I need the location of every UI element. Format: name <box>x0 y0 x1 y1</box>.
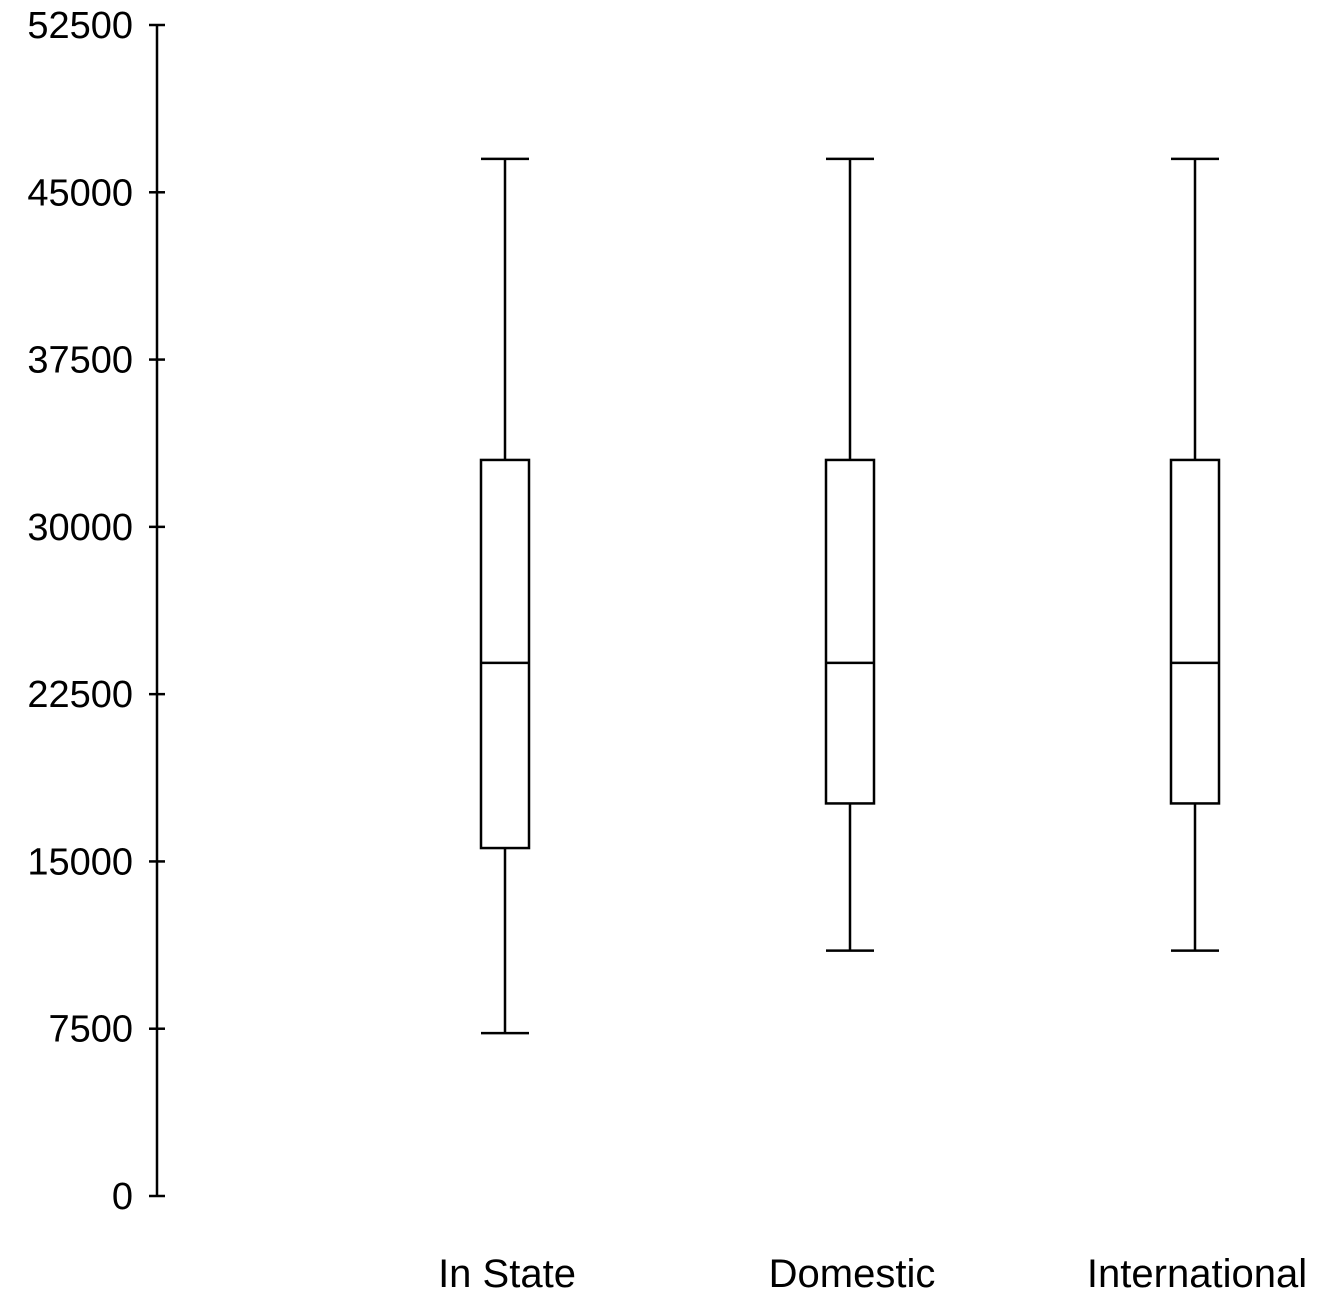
y-axis: 0 7500 15000 22500 30000 37500 45000 52500 <box>27 5 165 1218</box>
y-tick-label: 45000 <box>27 172 133 214</box>
box-domestic <box>824 157 876 952</box>
y-tick-label: 30000 <box>27 507 133 549</box>
y-tick-label: 0 <box>112 1176 133 1218</box>
category-label: Domestic <box>769 1252 936 1295</box>
box-international <box>1169 157 1221 952</box>
iqr-box <box>479 458 531 850</box>
y-tick-label: 52500 <box>27 5 133 47</box>
box-in-state <box>479 157 531 1035</box>
iqr-box <box>824 458 876 805</box>
boxes <box>479 157 1221 1035</box>
y-tick-label: 7500 <box>48 1009 133 1051</box>
category-label: International <box>1087 1252 1307 1295</box>
iqr-box <box>1169 458 1221 805</box>
y-tick-label: 37500 <box>27 340 133 382</box>
y-tick-label: 15000 <box>27 841 133 883</box>
category-label: In State <box>438 1252 576 1295</box>
category-labels: In State Domestic International <box>438 1252 1307 1296</box>
y-tick-label: 22500 <box>27 674 133 716</box>
